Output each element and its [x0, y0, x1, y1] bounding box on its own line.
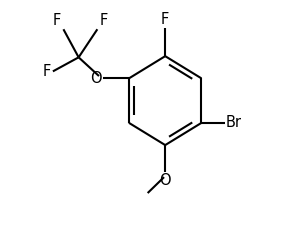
Text: Br: Br: [226, 115, 242, 130]
Text: F: F: [43, 64, 51, 79]
Text: F: F: [100, 13, 108, 28]
Text: O: O: [90, 71, 102, 86]
Text: F: F: [161, 12, 169, 27]
Text: O: O: [159, 173, 171, 188]
Text: F: F: [53, 13, 61, 28]
